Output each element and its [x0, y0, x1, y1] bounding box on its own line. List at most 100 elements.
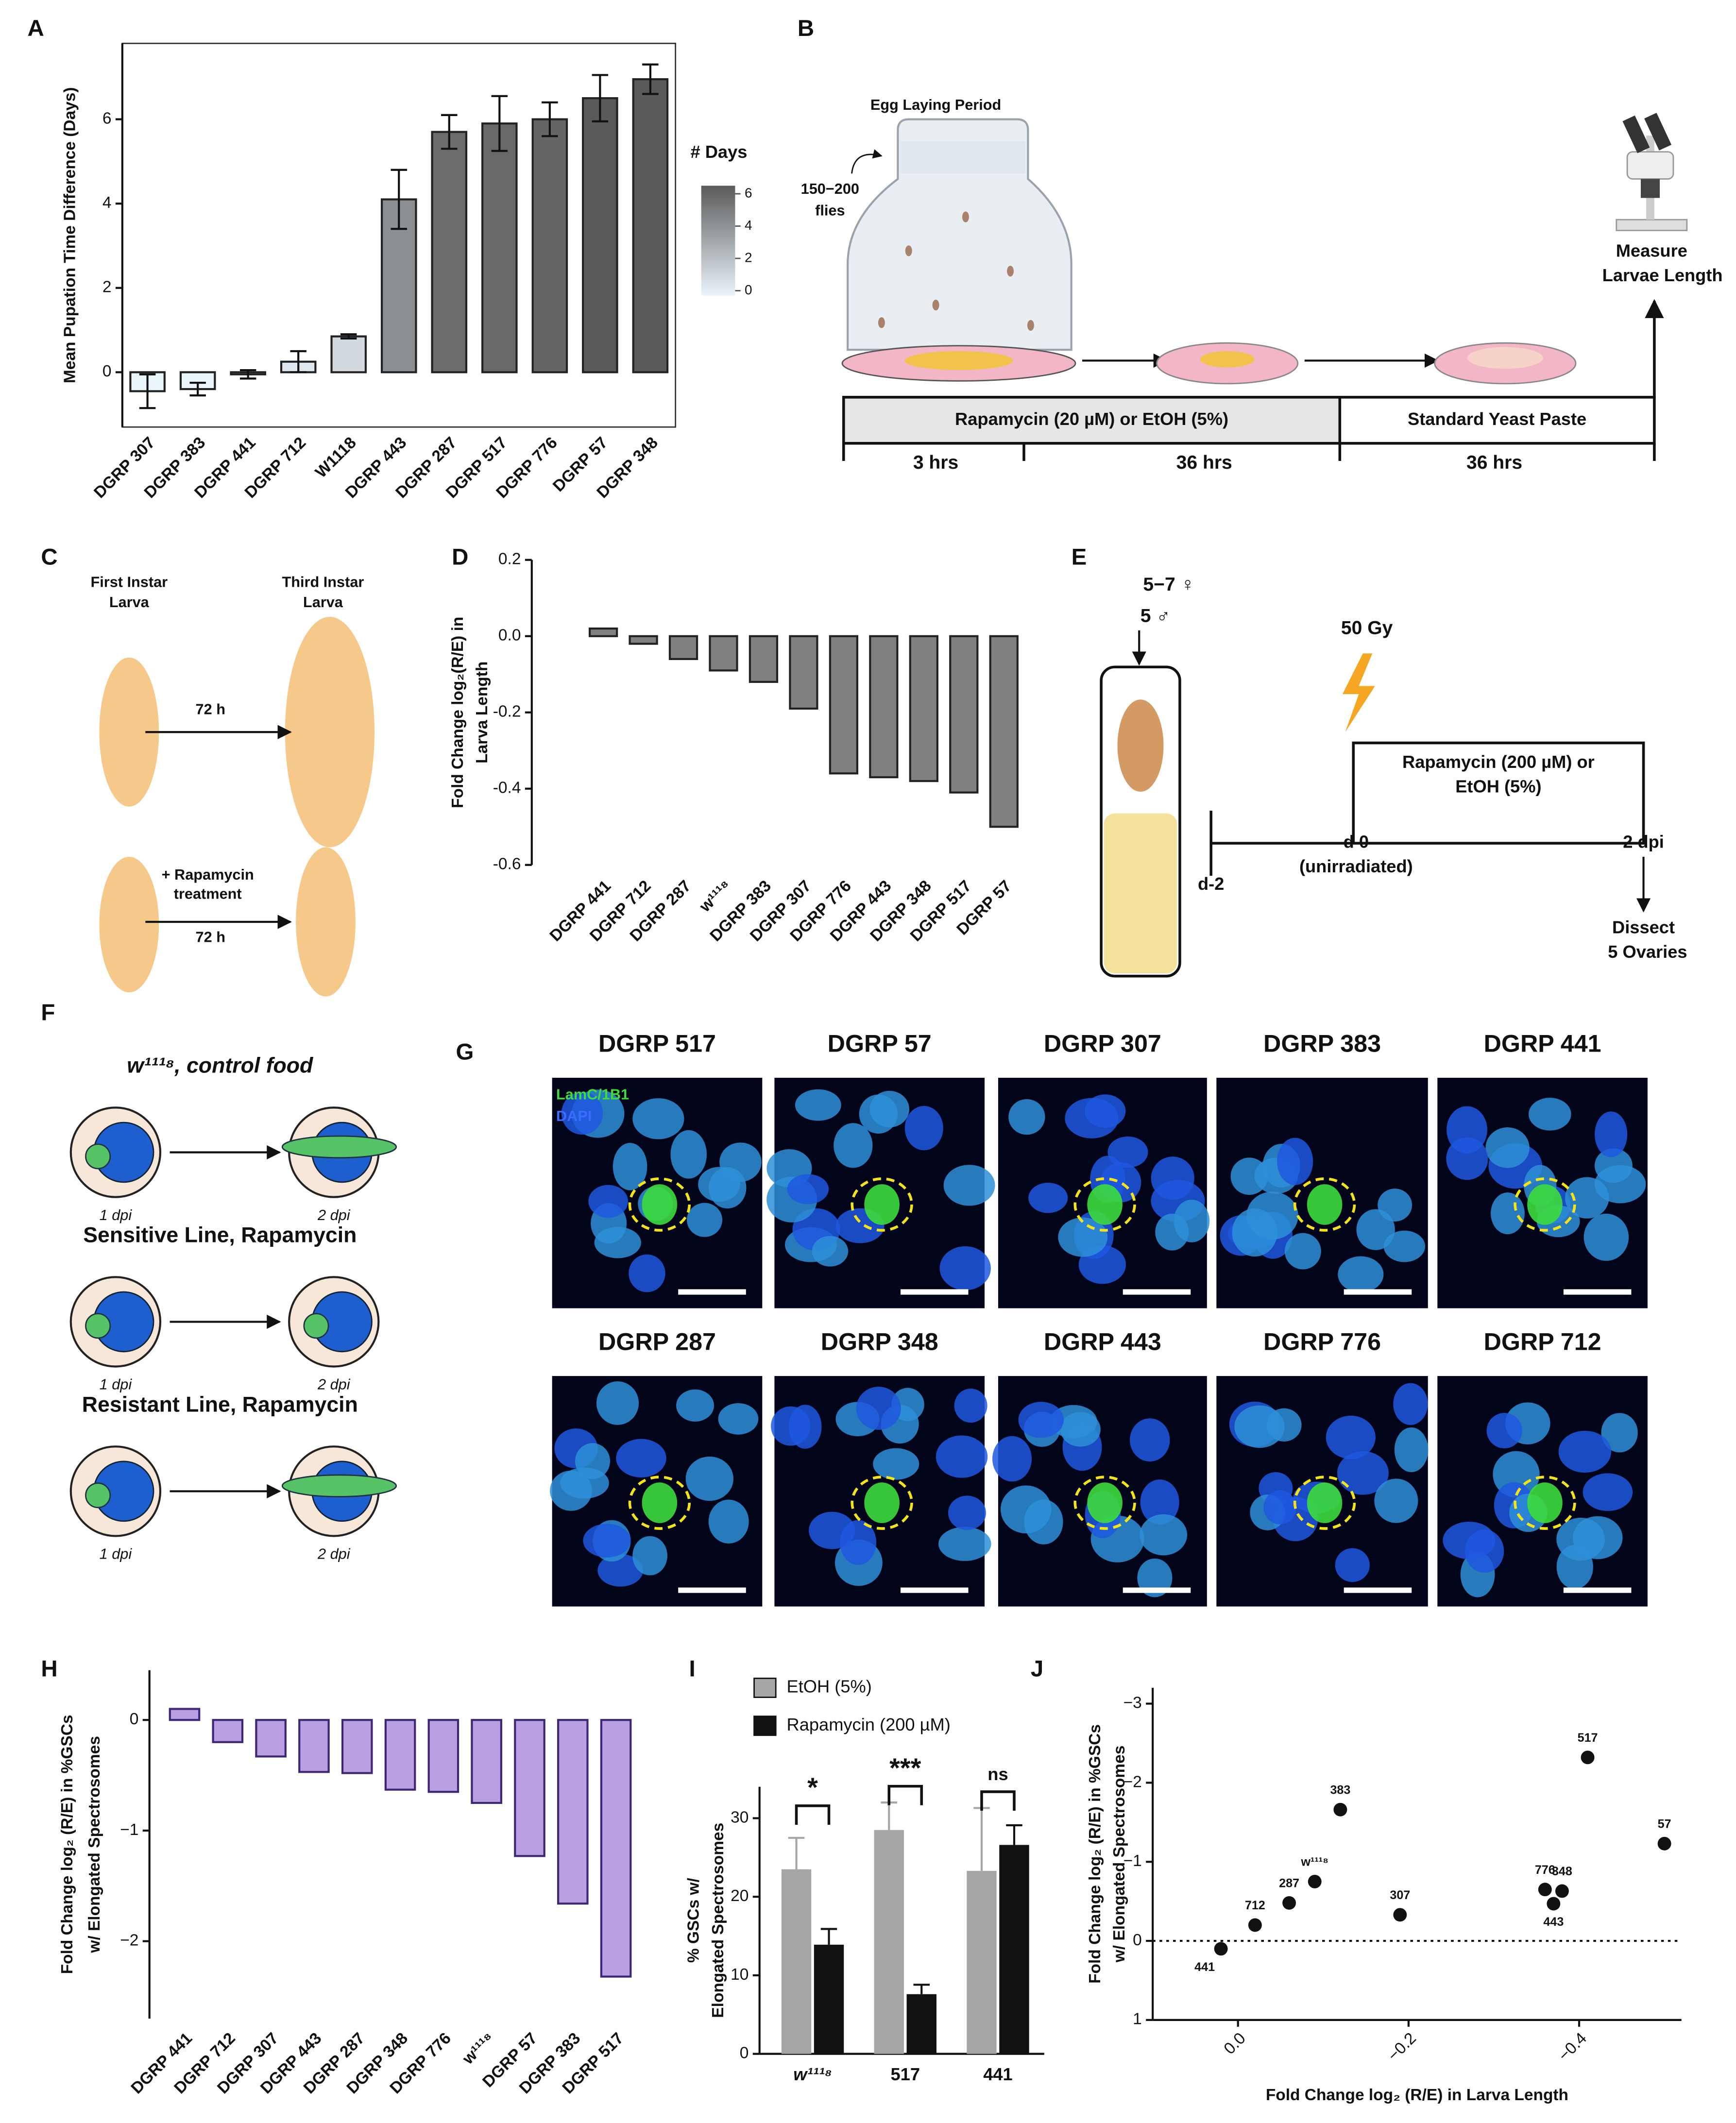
y-tick-label: 30	[731, 1808, 749, 1826]
point	[1393, 1908, 1407, 1922]
panel-b: Egg Laying Period 150−200 flies Measure …	[801, 96, 1723, 473]
y-tick-label: 0	[102, 362, 112, 380]
nucleus	[550, 1470, 592, 1511]
nucleus	[873, 1448, 919, 1480]
x-tick-label: w¹¹¹⁸	[793, 2064, 832, 2084]
point	[1308, 1874, 1322, 1888]
nucleus	[718, 1403, 759, 1435]
nucleus	[856, 1387, 901, 1430]
label: 72 h	[196, 929, 225, 946]
y-axis-label: Fold Change log₂ (R/E) in %GSCs	[1086, 1724, 1104, 1984]
colorbar-tick-label: 4	[745, 218, 752, 233]
x-axis-label: Fold Change log₂ (R/E) in Larva Length	[1266, 2086, 1568, 2104]
nucleus	[1085, 1094, 1126, 1128]
dpi-label: 1 dpi	[100, 1206, 133, 1223]
dpi-label: 2 dpi	[317, 1206, 351, 1223]
y-tick-label: 0.2	[498, 550, 521, 568]
bar	[341, 1719, 373, 1774]
y-axis-label: Mean Pupation Time Difference (Days)	[61, 87, 79, 383]
nucleus	[632, 1536, 667, 1576]
nucleus	[787, 1174, 829, 1205]
y-axis-label: Elongated Spectrosomes	[709, 1823, 727, 2018]
label: Larva	[109, 594, 150, 611]
nucleus	[698, 1167, 740, 1202]
nucleus	[1356, 1209, 1395, 1250]
dpi-label: 1 dpi	[100, 1546, 133, 1563]
y-axis-label: w/ Elongated Spectrosomes	[1110, 1746, 1128, 1963]
label: 72 h	[196, 701, 225, 718]
error-bar	[913, 1984, 930, 1994]
nucleus	[1556, 1517, 1605, 1561]
panel-label: H	[41, 1656, 57, 1681]
point-label: 57	[1658, 1817, 1671, 1831]
label: Dissect	[1612, 917, 1675, 937]
dpi-label: 1 dpi	[100, 1376, 133, 1393]
microscope	[1616, 113, 1688, 231]
nucleus	[561, 1092, 603, 1135]
bar	[212, 1719, 244, 1743]
label: 5 ♂	[1140, 605, 1171, 626]
label: (unirradiated)	[1299, 856, 1413, 876]
significance-bracket	[795, 1804, 831, 1825]
image-title: DGRP 57	[828, 1030, 932, 1057]
y-axis-label: Fold Change log₂ (R/E) in %GSCs	[58, 1715, 76, 1974]
nucleus	[1337, 1451, 1389, 1495]
nucleus	[708, 1499, 749, 1544]
significance: ns	[987, 1764, 1008, 1784]
error-bar	[239, 369, 256, 380]
bar	[874, 1830, 904, 2054]
nucleus	[596, 1381, 639, 1425]
label: 36 hrs	[1466, 452, 1522, 473]
bar	[949, 635, 979, 794]
nucleus	[1583, 1473, 1633, 1512]
spectrosome	[281, 1135, 397, 1159]
legend-swatch	[753, 1678, 777, 1698]
label: Rapamycin (20 µM) or EtOH (5%)	[955, 409, 1228, 429]
gsc	[864, 1482, 900, 1523]
y-axis-label: Larva Length	[473, 662, 491, 764]
panel-label: E	[1072, 544, 1087, 570]
point-label: 287	[1279, 1876, 1299, 1890]
label: EtOH (5%)	[1455, 776, 1541, 796]
bar	[588, 627, 618, 637]
nucleus	[1326, 1415, 1376, 1459]
spectrosome	[281, 1474, 397, 1497]
image-title: DGRP 348	[821, 1328, 938, 1355]
image-title: DGRP 517	[598, 1030, 716, 1057]
lightning	[1342, 653, 1375, 732]
label: 5−7 ♀	[1143, 574, 1194, 595]
bar	[557, 1719, 589, 1905]
nucleus	[1583, 1213, 1629, 1261]
spectrosome	[85, 1482, 111, 1509]
point	[1581, 1750, 1595, 1765]
bar	[330, 335, 367, 374]
bar	[749, 635, 779, 683]
nucleus	[613, 1143, 647, 1190]
y-tick-label: 4	[102, 194, 112, 212]
nucleus	[1107, 1136, 1148, 1168]
gsc	[1307, 1482, 1343, 1523]
nucleus	[1485, 1127, 1530, 1168]
nucleus	[1028, 1183, 1068, 1213]
error-bar	[1006, 1824, 1022, 1845]
nucleus	[588, 1185, 629, 1218]
bar	[989, 635, 1019, 828]
significance-bracket	[980, 1790, 1016, 1811]
larva	[296, 847, 356, 997]
timeline-box	[1338, 396, 1656, 445]
nucleus	[1594, 1148, 1633, 1183]
panel-g: DGRP 517 DGRP 57 DGRP 307 DGRP 383 DGRP 441 D…	[550, 1030, 1648, 1607]
error-bar	[542, 101, 558, 137]
gsc	[1087, 1184, 1123, 1225]
panel-labels: A B C D E F G H I J	[27, 16, 1087, 1681]
y-axis-label: w/ Elongated Spectrosomes	[85, 1736, 103, 1953]
nucleus	[795, 1089, 841, 1121]
bar	[909, 635, 938, 782]
spectrosome	[85, 1313, 111, 1339]
y-tick-label: -0.4	[493, 779, 521, 797]
image-title: DGRP 776	[1263, 1328, 1381, 1355]
bar	[668, 635, 698, 660]
bar	[471, 1719, 502, 1804]
bar	[814, 1944, 844, 2054]
nucleus	[954, 1388, 987, 1423]
